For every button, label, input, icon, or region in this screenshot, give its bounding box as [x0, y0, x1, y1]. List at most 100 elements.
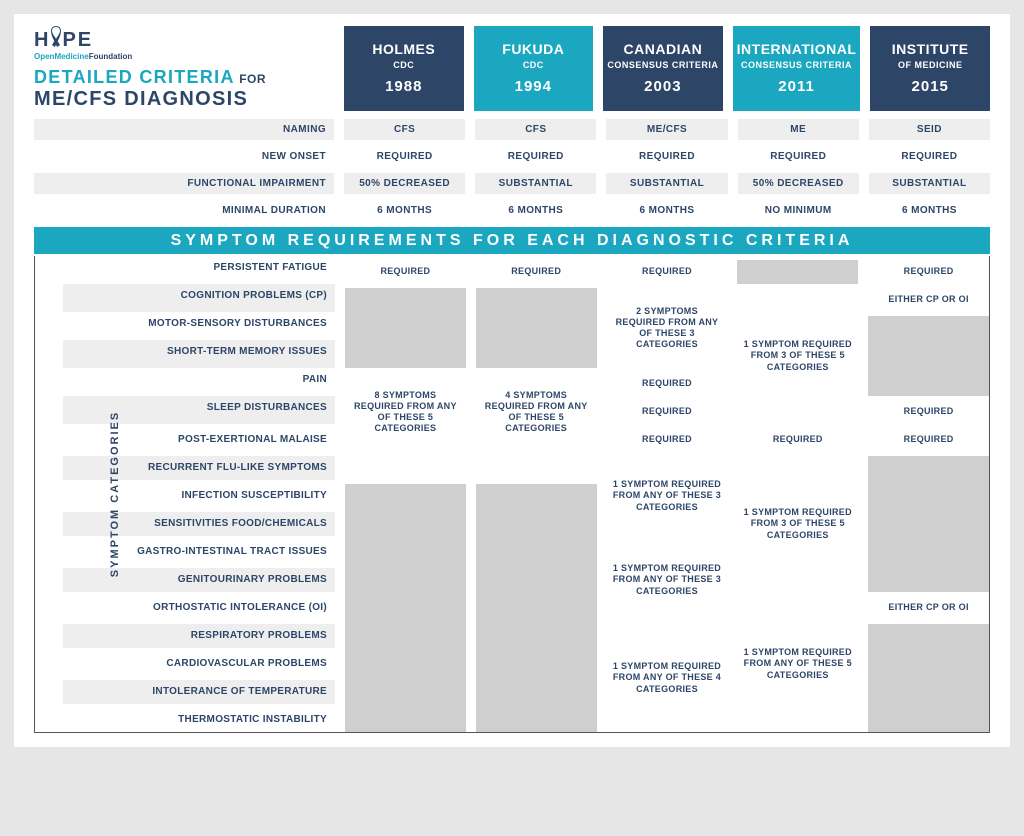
- column-name: INTERNATIONAL: [737, 40, 857, 58]
- column-sub: OF MEDICINE: [898, 60, 963, 72]
- symptom-cell: REQUIRED: [868, 424, 989, 452]
- symptom-label: COGNITION PROBLEMS (CP): [63, 284, 335, 312]
- symptom-cell: [868, 452, 989, 592]
- symptom-label: SLEEP DISTURBANCES: [63, 396, 335, 424]
- summary-cell: 50% DECREASED: [344, 173, 465, 194]
- logo-title-block: H PE OpenMedicineFoundation DETAILED CR: [34, 26, 334, 111]
- column-name: FUKUDA: [502, 40, 564, 58]
- symptom-cell: 1 SYMPTOM REQUIRED FROM 3 OF THESE 5 CAT…: [737, 452, 858, 592]
- symptom-cell: EITHER CP OR OI: [868, 592, 989, 620]
- symptom-cell: [737, 256, 858, 284]
- summary-cell: REQUIRED: [869, 146, 990, 167]
- summary-row: FUNCTIONAL IMPAIRMENT 50% DECREASED SUBSTA…: [34, 173, 990, 194]
- infographic-page: H PE OpenMedicineFoundation DETAILED CR: [14, 14, 1010, 747]
- symptom-cell: REQUIRED: [607, 424, 728, 452]
- logo-hope: H PE: [34, 26, 132, 54]
- symptom-cell: REQUIRED: [607, 368, 728, 396]
- column-name: HOLMES: [372, 40, 435, 58]
- logo-subtitle: OpenMedicineFoundation: [34, 52, 132, 61]
- symptom-cell: [345, 284, 466, 368]
- column-year: 1988: [385, 77, 422, 97]
- summary-cell: CFS: [344, 119, 465, 140]
- symptom-cell: REQUIRED: [607, 396, 728, 424]
- column-name: CANADIAN: [624, 40, 703, 58]
- column-header-canadian: CANADIAN CONSENSUS CRITERIA 2003: [603, 26, 723, 111]
- column-year: 2015: [912, 77, 949, 97]
- symptom-cell: 1 SYMPTOM REQUIRED FROM ANY OF THESE 3 C…: [607, 536, 728, 620]
- symptom-label: GENITOURINARY PROBLEMS: [63, 564, 335, 592]
- logo-block: H PE OpenMedicineFoundation: [34, 26, 334, 61]
- column-header-institute: INSTITUTE OF MEDICINE 2015: [870, 26, 990, 111]
- summary-row: NAMING CFS CFS ME/CFS ME SEID: [34, 119, 990, 140]
- symptom-label: MOTOR-SENSORY DISTURBANCES: [63, 312, 335, 340]
- summary-cell: SUBSTANTIAL: [869, 173, 990, 194]
- symptom-cell: 1 SYMPTOM REQUIRED FROM 3 OF THESE 5 CAT…: [737, 284, 858, 424]
- symptom-label: RESPIRATORY PROBLEMS: [63, 620, 335, 648]
- column-header-fukuda: FUKUDA CDC 1994: [474, 26, 594, 111]
- symptom-label: PERSISTENT FATIGUE: [63, 256, 335, 284]
- symptom-cell: 2 SYMPTOMS REQUIRED FROM ANY OF THESE 3 …: [607, 284, 728, 368]
- symptom-side-label: SYMPTOM CATEGORIES: [109, 411, 121, 577]
- title-line-1: DETAILED CRITERIA: [34, 67, 235, 87]
- summary-cell: REQUIRED: [475, 146, 596, 167]
- summary-cell: 6 MONTHS: [606, 200, 727, 221]
- summary-cell: NO MINIMUM: [738, 200, 859, 221]
- symptom-cell: REQUIRED: [868, 256, 989, 284]
- summary-cell: 6 MONTHS: [869, 200, 990, 221]
- symptom-label: RECURRENT FLU-LIKE SYMPTOMS: [63, 452, 335, 480]
- column-year: 1994: [515, 77, 552, 97]
- summary-label: NEW ONSET: [34, 146, 334, 167]
- symptom-label: THERMOSTATIC INSTABILITY: [63, 704, 335, 732]
- title-for: FOR: [239, 72, 266, 86]
- symptom-cell: 1 SYMPTOM REQUIRED FROM ANY OF THESE 5 C…: [737, 592, 858, 732]
- column-sub: CONSENSUS CRITERIA: [607, 60, 718, 72]
- summary-cell: REQUIRED: [738, 146, 859, 167]
- summary-cell: 50% DECREASED: [738, 173, 859, 194]
- summary-label: MINIMAL DURATION: [34, 200, 334, 221]
- summary-cell: SEID: [869, 119, 990, 140]
- column-year: 2003: [644, 77, 681, 97]
- column-year: 2011: [778, 77, 815, 97]
- column-name: INSTITUTE: [892, 40, 969, 58]
- symptom-cell: [345, 480, 466, 732]
- symptom-label: ORTHOSTATIC INTOLERANCE (OI): [63, 592, 335, 620]
- summary-row: MINIMAL DURATION 6 MONTHS 6 MONTHS 6 MONTHS…: [34, 200, 990, 221]
- symptom-grid: PERSISTENT FATIGUECOGNITION PROBLEMS (CP…: [63, 256, 989, 732]
- title-line-2: ME/CFS DIAGNOSIS: [34, 88, 248, 110]
- symptom-cell: [476, 452, 597, 480]
- column-sub: CDC: [393, 60, 414, 72]
- symptom-cell: 8 SYMPTOMS REQUIRED FROM ANY OF THESE 5 …: [345, 368, 466, 452]
- symptom-cell: [868, 312, 989, 396]
- symptom-cell: [476, 284, 597, 368]
- summary-cell: ME: [738, 119, 859, 140]
- summary-table: NAMING CFS CFS ME/CFS ME SEID NEW ONSET REQUIRE…: [34, 119, 990, 221]
- symptom-cell: 4 SYMPTOMS REQUIRED FROM ANY OF THESE 5 …: [476, 368, 597, 452]
- symptom-cell: [476, 480, 597, 732]
- column-sub: CDC: [523, 60, 544, 72]
- symptom-cell: REQUIRED: [737, 424, 858, 452]
- summary-cell: REQUIRED: [606, 146, 727, 167]
- symptom-cell: REQUIRED: [607, 256, 728, 284]
- symptom-cell: REQUIRED: [476, 256, 597, 284]
- symptom-label: INTOLERANCE OF TEMPERATURE: [63, 676, 335, 704]
- symptom-label: POST-EXERTIONAL MALAISE: [63, 424, 335, 452]
- symptom-label: INFECTION SUSCEPTIBILITY: [63, 480, 335, 508]
- symptom-label: PAIN: [63, 368, 335, 396]
- summary-label: NAMING: [34, 119, 334, 140]
- summary-cell: ME/CFS: [606, 119, 727, 140]
- summary-cell: 6 MONTHS: [475, 200, 596, 221]
- symptom-label: CARDIOVASCULAR PROBLEMS: [63, 648, 335, 676]
- symptom-cell: [345, 452, 466, 480]
- summary-cell: 6 MONTHS: [344, 200, 465, 221]
- column-sub: CONSENSUS CRITERIA: [741, 60, 852, 72]
- symptom-label: GASTRO-INTESTINAL TRACT ISSUES: [63, 536, 335, 564]
- symptom-label: SENSITIVITIES FOOD/CHEMICALS: [63, 508, 335, 536]
- summary-row: NEW ONSET REQUIRED REQUIRED REQUIRED REQUIRE…: [34, 146, 990, 167]
- summary-label: FUNCTIONAL IMPAIRMENT: [34, 173, 334, 194]
- column-header-holmes: HOLMES CDC 1988: [344, 26, 464, 111]
- header-row: H PE OpenMedicineFoundation DETAILED CR: [34, 26, 990, 111]
- summary-cell: CFS: [475, 119, 596, 140]
- symptom-cell: EITHER CP OR OI: [868, 284, 989, 312]
- symptom-cell: [868, 620, 989, 732]
- main-title: DETAILED CRITERIA FOR ME/CFS DIAGNOSIS: [34, 67, 334, 111]
